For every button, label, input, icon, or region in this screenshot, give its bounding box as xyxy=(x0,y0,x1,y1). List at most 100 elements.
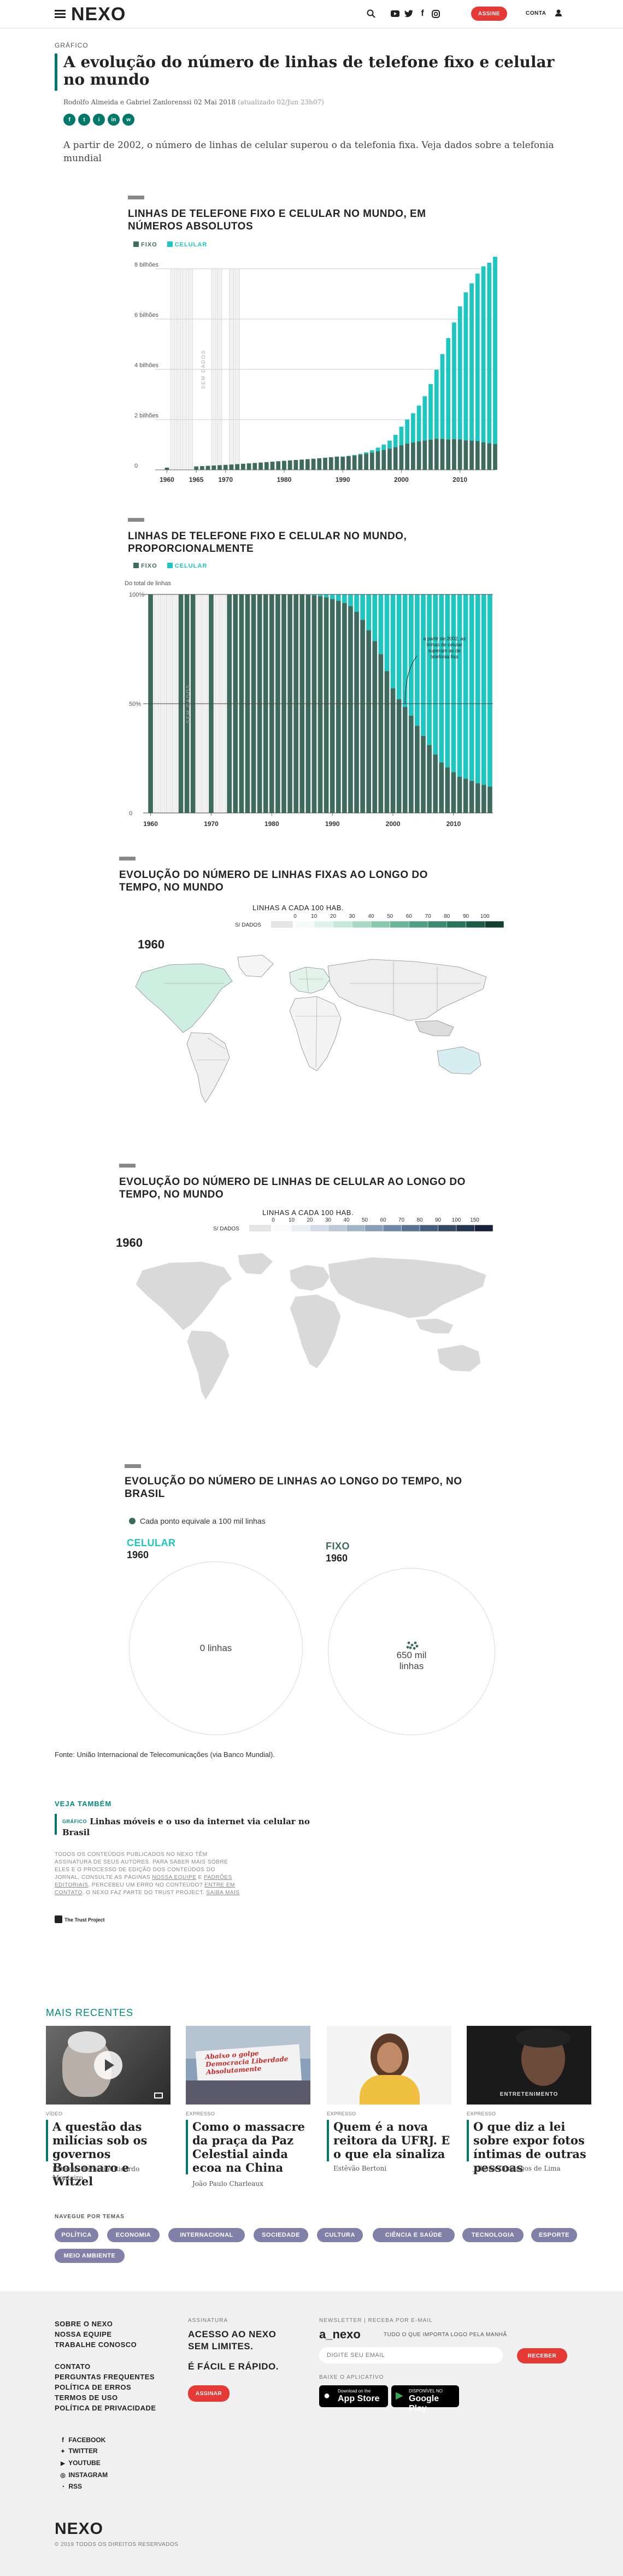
footer-link-contato[interactable]: CONTATO xyxy=(55,2362,91,2371)
recent-author-1[interactable]: Estêvão Bertoni e Ricardo Monteiro xyxy=(52,2165,140,2182)
newsletter-submit-button[interactable]: RECEBER xyxy=(517,2348,567,2363)
menu-icon[interactable] xyxy=(55,10,66,19)
twitter-icon[interactable] xyxy=(403,8,415,20)
bar-fixo xyxy=(360,620,365,813)
scale-no-data-label: S/ DADOS xyxy=(213,1226,239,1232)
youtube-icon[interactable] xyxy=(389,8,401,20)
map2-section-bar xyxy=(119,1164,136,1168)
bar-fixo xyxy=(328,457,333,470)
legend-celular: CELULAR xyxy=(167,241,208,248)
team-link[interactable]: NOSSA EQUIPE xyxy=(152,1874,197,1881)
see-also-link[interactable]: GRÁFICO Linhas móveis e o uso da interne… xyxy=(62,1816,314,1838)
site-footer xyxy=(0,2291,623,2576)
bar-fixo xyxy=(348,606,353,813)
bar-fixo xyxy=(318,596,323,813)
footer-rss[interactable]: ◔ RSS xyxy=(59,2481,108,2492)
bar-celular xyxy=(369,450,374,453)
account-link[interactable]: CONTA xyxy=(526,10,546,16)
share-instagram-icon[interactable]: i xyxy=(93,114,105,126)
recent-title-1[interactable]: A questão das milícias sob os governos B… xyxy=(52,2120,148,2188)
footer-link-sobre[interactable]: SOBRE O NEXO xyxy=(55,2320,113,2328)
bar-celular xyxy=(399,427,404,446)
recent-author-3[interactable]: Estêvão Bertoni xyxy=(333,2165,387,2172)
editorial-link[interactable]: PADRÕES EDITORIAIS xyxy=(55,1874,232,1888)
bar-fixo xyxy=(194,466,198,470)
tag-internacional[interactable]: INTERNACIONAL xyxy=(168,2228,245,2242)
share-facebook-icon[interactable]: f xyxy=(63,114,75,126)
app-store-button[interactable]: ● Download on the App Store xyxy=(319,2385,388,2407)
footer-subscribe-button[interactable]: ASSINAR xyxy=(188,2385,230,2402)
recent-title-3[interactable]: Quem é a nova reitora da UFRJ. E o que e… xyxy=(333,2120,450,2161)
recent-image-2[interactable]: Abaixo o golpe Democracia Liberdade Absolu… xyxy=(186,2026,310,2105)
tag-economia[interactable]: ECONOMIA xyxy=(107,2228,160,2242)
recent-author-2[interactable]: João Paulo Charleaux xyxy=(192,2180,263,2188)
bar-fixo xyxy=(452,439,456,470)
tag-tecnologia[interactable]: TECNOLOGIA xyxy=(462,2228,524,2242)
bar-fixo xyxy=(487,786,492,813)
recent-image-4[interactable]: ENTRETENIMENTO xyxy=(467,2026,591,2105)
bar-fixo xyxy=(330,599,335,813)
footer-link-privacidade[interactable]: POLÍTICA DE PRIVACIDADE xyxy=(55,2404,156,2412)
article-authors[interactable]: Rodolfo Almeida e Gabriel Zanlorenssi xyxy=(63,98,192,106)
share-linkedin-icon[interactable]: in xyxy=(108,114,120,126)
map2-scale: S/ DADOS 0 10 20 30 40 50 60 70 80 90 100 150 xyxy=(213,1217,493,1232)
footer-link-erros[interactable]: POLÍTICA DE ERROS xyxy=(55,2383,132,2391)
footer-link-faq[interactable]: PERGUNTAS FREQUENTES xyxy=(55,2373,155,2381)
bar-fixo xyxy=(235,464,239,470)
footer-link-equipe[interactable]: NOSSA EQUIPE xyxy=(55,2330,112,2338)
footer-youtube[interactable]: ▶ YOUTUBE xyxy=(59,2457,108,2469)
bar-fixo xyxy=(366,630,372,813)
newsletter-email-input[interactable] xyxy=(319,2347,503,2363)
recent-title-2[interactable]: Como o massacre da praça da Paz Celestia… xyxy=(192,2120,305,2174)
bar-fixo xyxy=(334,456,339,470)
footer-twitter[interactable]: ✦ TWITTER xyxy=(59,2445,108,2457)
trust-project-logo[interactable]: The Trust Project xyxy=(55,1915,105,1923)
recent-image-1[interactable] xyxy=(46,2026,171,2105)
x-tick-label: 2000 xyxy=(394,476,409,484)
map2-world-map[interactable] xyxy=(109,1248,508,1401)
search-icon[interactable] xyxy=(365,8,377,20)
site-logo[interactable]: NEXO xyxy=(71,4,126,25)
learn-more-link[interactable]: SAIBA MAIS xyxy=(206,1890,240,1896)
map1-scale-title: LINHAS A CADA 100 HAB. xyxy=(252,904,344,912)
map-australia xyxy=(437,1046,481,1075)
play-icon[interactable] xyxy=(94,2051,122,2079)
bar-fixo xyxy=(439,762,444,813)
bar-fixo xyxy=(258,462,263,470)
footer-link-trabalhe[interactable]: TRABALHE CONOSCO xyxy=(55,2341,137,2349)
map-south-america xyxy=(186,1032,230,1103)
bar-fixo xyxy=(229,464,234,470)
scale-swatch xyxy=(295,921,314,928)
x-tick-label: 1960 xyxy=(143,820,158,828)
footer-instagram[interactable]: ◎ INSTAGRAM xyxy=(59,2469,108,2481)
bar-celular xyxy=(358,453,363,455)
recent-image-3[interactable] xyxy=(327,2026,451,2105)
tag-politica[interactable]: POLÍTICA xyxy=(55,2228,98,2242)
google-play-button[interactable]: ▶ DISPONÍVEL NO Google Play xyxy=(391,2385,459,2413)
recent-title-4[interactable]: O que diz a lei sobre expor fotos íntima… xyxy=(473,2120,586,2174)
footer-facebook[interactable]: f FACEBOOK xyxy=(59,2434,108,2445)
footer-link-termos[interactable]: TERMOS DE USO xyxy=(55,2394,118,2402)
map-southeast-asia xyxy=(415,1318,454,1334)
instagram-icon[interactable] xyxy=(430,8,442,20)
tag-sociedade[interactable]: SOCIEDADE xyxy=(254,2228,308,2242)
user-icon[interactable] xyxy=(555,9,562,19)
facebook-icon[interactable]: f xyxy=(421,9,424,18)
subscribe-button[interactable]: ASSINE xyxy=(471,7,507,21)
bar-celular xyxy=(421,594,426,736)
footer-logo[interactable]: NEXO xyxy=(55,2520,104,2538)
tag-cultura[interactable]: CULTURA xyxy=(317,2228,363,2242)
tag-ciencia-saude[interactable]: CIÊNCIA E SAÚDE xyxy=(373,2228,455,2242)
contact-link[interactable]: ENTRE EM CONTATO xyxy=(55,1882,235,1896)
tag-esporte[interactable]: ESPORTE xyxy=(531,2228,577,2242)
bar-fixo xyxy=(434,439,439,470)
map1-section-bar xyxy=(119,857,136,860)
share-whatsapp-icon[interactable]: w xyxy=(122,114,134,126)
rss-icon: ◔ xyxy=(61,2484,65,2490)
recent-author-4[interactable]: Juliana Domingos de Lima xyxy=(473,2165,561,2172)
map2-year: 1960 xyxy=(116,1236,143,1249)
share-twitter-icon[interactable]: t xyxy=(78,114,90,126)
map1-world-map[interactable] xyxy=(109,951,508,1104)
recent-bar-1 xyxy=(46,2120,48,2161)
tag-meio-ambiente[interactable]: MEIO AMBIENTE xyxy=(55,2249,125,2263)
